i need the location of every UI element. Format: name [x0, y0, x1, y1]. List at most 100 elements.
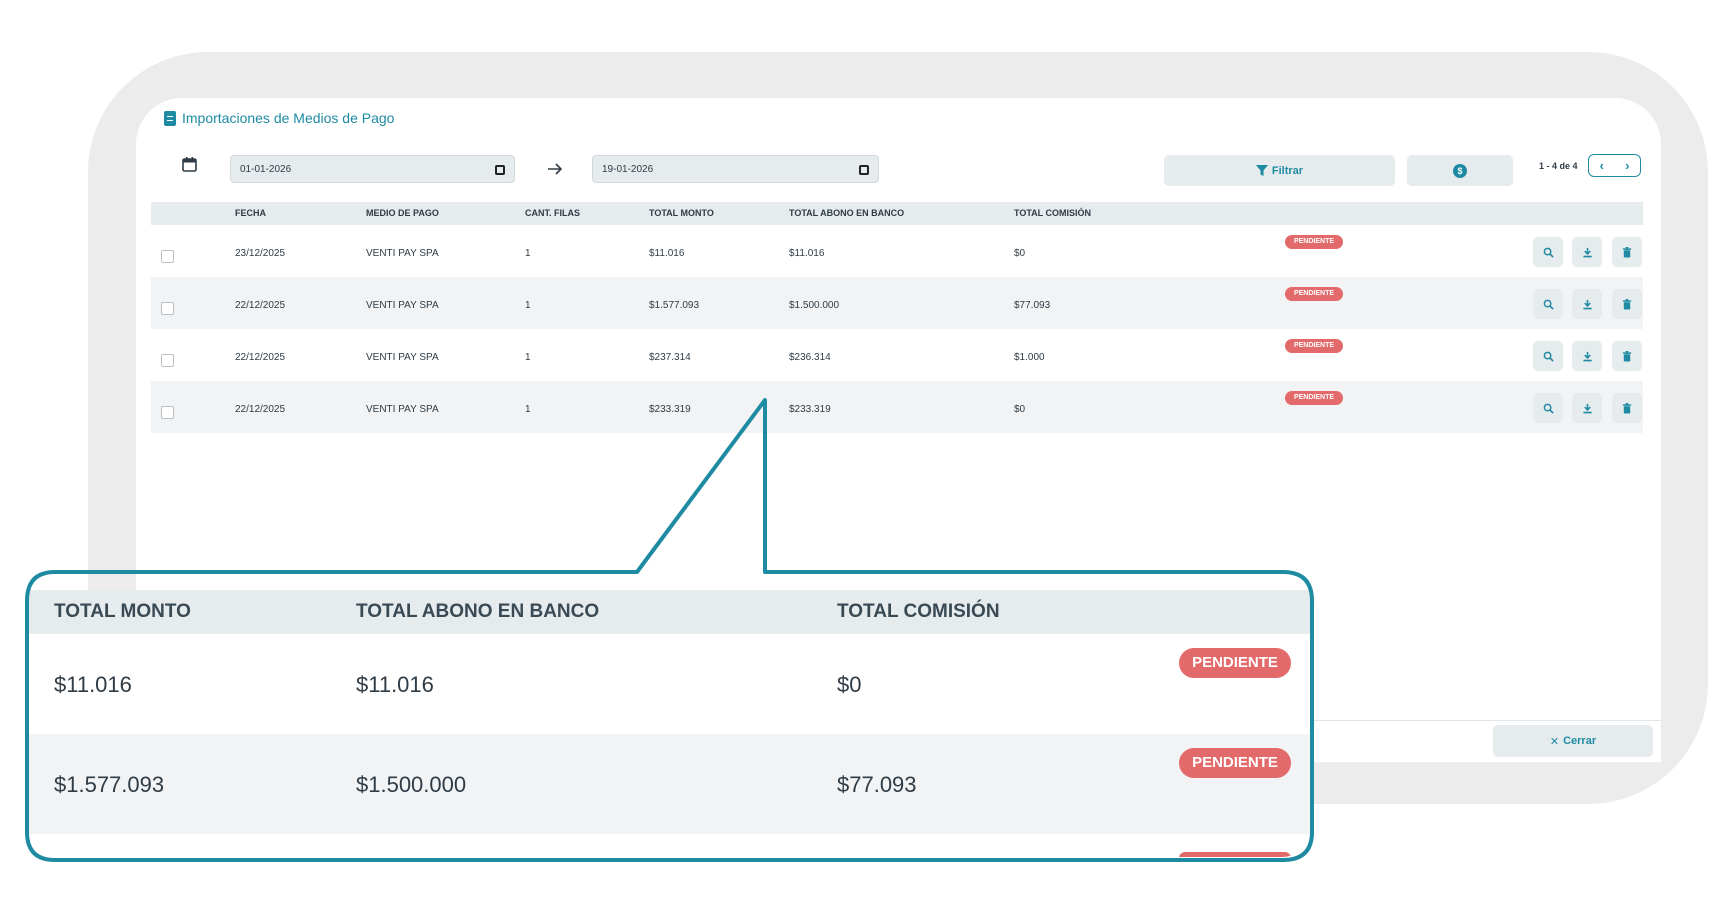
download-icon	[1582, 403, 1592, 413]
download-button[interactable]	[1572, 341, 1602, 371]
cell-fecha: 22/12/2025	[235, 352, 286, 363]
cell-monto: $1.577.093	[649, 300, 700, 311]
callout-col-monto: TOTAL MONTO	[54, 601, 191, 622]
view-button[interactable]	[1533, 341, 1563, 371]
col-header-monto: TOTAL MONTO	[649, 208, 714, 218]
callout-status-badge: PENDIENTE	[1179, 648, 1291, 678]
delete-button[interactable]	[1612, 393, 1642, 423]
status-badge: PENDIENTE	[1285, 391, 1343, 405]
status-badge: PENDIENTE	[1285, 339, 1343, 353]
callout-cell-comision: $77.093	[837, 772, 917, 797]
callout-row: $11.016 $11.016 $0 PENDIENTE	[27, 634, 1310, 734]
trash-icon	[1622, 350, 1632, 362]
date-from-value: 01-01-2026	[240, 164, 292, 175]
row-checkbox[interactable]	[161, 250, 174, 263]
cell-fecha: 22/12/2025	[235, 404, 286, 415]
download-button[interactable]	[1572, 289, 1602, 319]
callout-cell-abono: $11.016	[356, 672, 434, 697]
calendar-icon	[182, 157, 197, 172]
date-picker-icon[interactable]	[859, 165, 869, 175]
col-header-medio: MEDIO DE PAGO	[366, 208, 439, 218]
zoom-icon	[1543, 299, 1554, 310]
cell-monto: $11.016	[649, 248, 685, 259]
delete-button[interactable]	[1612, 237, 1642, 267]
money-icon: $	[1453, 163, 1467, 178]
cell-medio: VENTI PAY SPA	[366, 248, 439, 259]
cell-comision: $77.093	[1014, 300, 1051, 311]
cell-medio: VENTI PAY SPA	[366, 404, 439, 415]
modal-title: Importaciones de Medios de Pago	[164, 110, 394, 126]
cell-filas: 1	[525, 248, 531, 259]
zoom-icon	[1543, 403, 1554, 414]
status-badge: PENDIENTE	[1285, 287, 1343, 301]
download-button[interactable]	[1572, 237, 1602, 267]
chevron-right-icon[interactable]: ›	[1625, 158, 1630, 173]
pagination-controls: ‹ ›	[1588, 154, 1641, 177]
cell-filas: 1	[525, 352, 531, 363]
zoom-callout: TOTAL MONTO TOTAL ABONO EN BANCO TOTAL C…	[27, 572, 1310, 857]
table-header: FECHA MEDIO DE PAGO CANT. FILAS TOTAL MO…	[151, 202, 1643, 225]
table-row: 23/12/2025 VENTI PAY SPA 1 $11.016 $11.0…	[151, 225, 1643, 277]
view-button[interactable]	[1533, 393, 1563, 423]
date-to-value: 19-01-2026	[602, 164, 654, 175]
modal-title-text: Importaciones de Medios de Pago	[182, 110, 395, 126]
close-icon: ✕	[1549, 735, 1560, 748]
zoom-icon	[1543, 247, 1554, 258]
callout-row: $1.577.093 $1.500.000 $77.093 PENDIENTE	[27, 734, 1310, 834]
callout-cell-comision: $0	[837, 672, 862, 697]
money-button[interactable]: $	[1407, 155, 1513, 186]
close-button[interactable]: ✕ Cerrar	[1493, 725, 1653, 757]
close-button-label: Cerrar	[1563, 735, 1597, 747]
row-checkbox[interactable]	[161, 302, 174, 315]
callout-header: TOTAL MONTO TOTAL ABONO EN BANCO TOTAL C…	[27, 590, 1310, 634]
cell-medio: VENTI PAY SPA	[366, 352, 439, 363]
download-button[interactable]	[1572, 393, 1602, 423]
document-icon	[164, 110, 176, 126]
chevron-left-icon[interactable]: ‹	[1599, 158, 1604, 173]
imports-table: FECHA MEDIO DE PAGO CANT. FILAS TOTAL MO…	[151, 202, 1643, 433]
cell-filas: 1	[525, 404, 531, 415]
row-checkbox[interactable]	[161, 354, 174, 367]
arrow-right-icon	[548, 163, 563, 175]
date-picker-icon[interactable]	[495, 165, 505, 175]
status-badge: PENDIENTE	[1285, 235, 1343, 249]
delete-button[interactable]	[1612, 289, 1642, 319]
row-checkbox[interactable]	[161, 406, 174, 419]
callout-col-comision: TOTAL COMISIÓN	[837, 601, 1000, 622]
table-row: 22/12/2025 VENTI PAY SPA 1 $1.577.093 $1…	[151, 277, 1643, 329]
cell-abono: $1.500.000	[789, 300, 840, 311]
callout-cell-monto: $11.016	[54, 672, 132, 697]
cell-fecha: 23/12/2025	[235, 248, 286, 259]
view-button[interactable]	[1533, 289, 1563, 319]
callout-cell-monto: $1.577.093	[54, 772, 165, 797]
trash-icon	[1622, 246, 1632, 258]
col-header-fecha: FECHA	[235, 208, 266, 218]
col-header-comision: TOTAL COMISIÓN	[1014, 208, 1092, 218]
callout-status-badge: PENDIENTE	[1179, 748, 1291, 778]
cell-comision: $0	[1014, 248, 1026, 259]
callout-cell-abono: $1.500.000	[356, 772, 467, 797]
view-button[interactable]	[1533, 237, 1563, 267]
callout-col-abono: TOTAL ABONO EN BANCO	[356, 601, 600, 622]
filter-button-label: Filtrar	[1271, 164, 1304, 177]
table-row: 22/12/2025 VENTI PAY SPA 1 $237.314 $236…	[151, 329, 1643, 381]
cell-fecha: 22/12/2025	[235, 300, 286, 311]
cell-comision: $1.000	[1014, 352, 1045, 363]
col-header-filas: CANT. FILAS	[525, 208, 580, 218]
delete-button[interactable]	[1612, 341, 1642, 371]
pagination-label: 1 - 4 de 4	[1539, 161, 1578, 171]
date-to-input[interactable]: 19-01-2026	[592, 155, 879, 183]
callout-badge-peek	[1179, 852, 1291, 857]
zoom-icon	[1543, 351, 1554, 362]
table-row: 22/12/2025 VENTI PAY SPA 1 $233.319 $233…	[151, 381, 1643, 433]
cell-monto: $233.319	[649, 404, 691, 415]
filter-button[interactable]: Filtrar	[1164, 155, 1395, 186]
cell-medio: VENTI PAY SPA	[366, 300, 439, 311]
trash-icon	[1622, 298, 1632, 310]
download-icon	[1582, 247, 1592, 257]
date-from-input[interactable]: 01-01-2026	[230, 155, 515, 183]
filter-icon	[1255, 164, 1268, 176]
cell-comision: $0	[1014, 404, 1026, 415]
cell-monto: $237.314	[649, 352, 691, 363]
download-icon	[1582, 299, 1592, 309]
